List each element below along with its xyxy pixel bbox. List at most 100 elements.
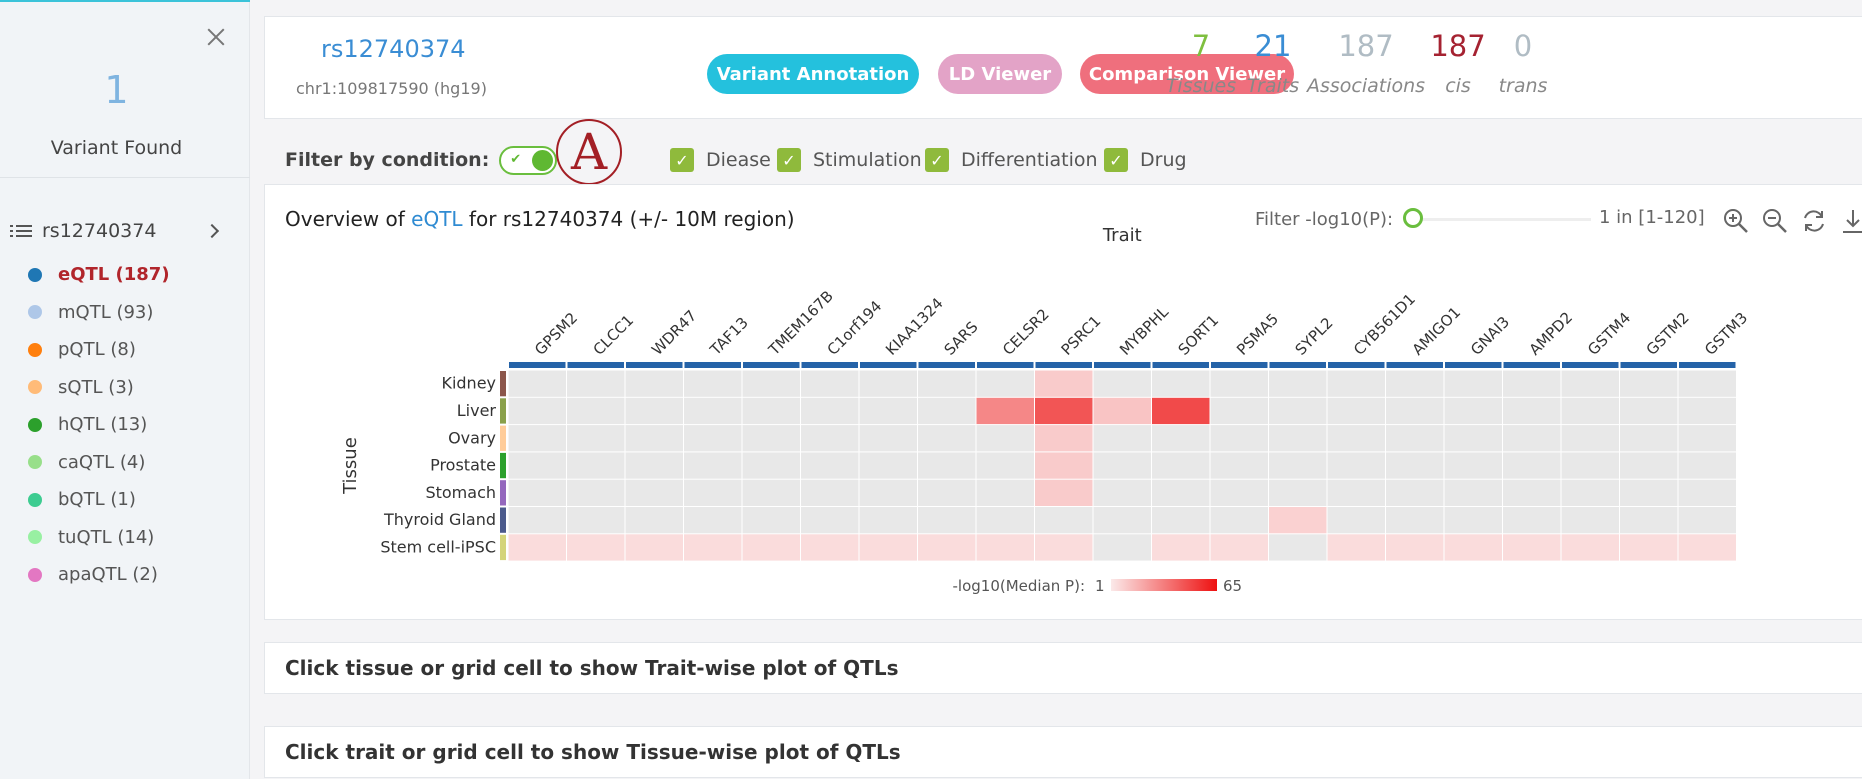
trait-header-bar[interactable] — [1445, 362, 1502, 368]
heatmap-cell[interactable] — [1152, 479, 1210, 506]
heatmap-cell[interactable] — [1269, 425, 1327, 452]
trait-label[interactable]: SARS — [941, 318, 982, 359]
heatmap-cell[interactable] — [859, 397, 918, 425]
heatmap-cell[interactable] — [625, 425, 684, 452]
condition-filter-toggle[interactable]: ✔ — [499, 145, 558, 175]
trait-header-bar[interactable] — [1503, 362, 1561, 368]
heatmap-cell[interactable] — [684, 425, 742, 452]
heatmap-cell[interactable] — [742, 397, 801, 425]
trait-label[interactable]: GSTM2 — [1643, 309, 1693, 359]
heatmap-cell[interactable] — [1269, 479, 1327, 506]
heatmap-cell[interactable] — [1327, 397, 1386, 425]
heatmap-cell[interactable] — [1035, 397, 1093, 425]
heatmap-cell[interactable] — [684, 507, 742, 534]
heatmap-cell[interactable] — [684, 370, 742, 397]
trait-wise-plot-panel[interactable]: Click tissue or grid cell to show Trait-… — [264, 642, 1862, 694]
heatmap-cell[interactable] — [801, 534, 859, 561]
sidebar-qtl-item[interactable]: sQTL (3) — [28, 363, 170, 413]
tissue-wise-plot-panel[interactable]: Click trait or grid cell to show Tissue-… — [264, 726, 1862, 778]
heatmap-cell[interactable] — [1035, 479, 1093, 506]
heatmap-cell[interactable] — [801, 452, 859, 479]
trait-label[interactable]: CELSR2 — [999, 305, 1053, 359]
heatmap-cell[interactable] — [1210, 370, 1269, 397]
heatmap-cell[interactable] — [1093, 534, 1152, 561]
heatmap-cell[interactable] — [625, 370, 684, 397]
heatmap-cell[interactable] — [801, 397, 859, 425]
heatmap-cell[interactable] — [684, 534, 742, 561]
heatmap-cell[interactable] — [976, 370, 1035, 397]
heatmap-cell[interactable] — [1269, 397, 1327, 425]
heatmap-cell[interactable] — [1093, 507, 1152, 534]
heatmap-cell[interactable] — [1269, 507, 1327, 534]
heatmap-cell[interactable] — [1093, 425, 1152, 452]
pvalue-slider-track[interactable] — [1411, 218, 1591, 221]
heatmap-cell[interactable] — [567, 507, 625, 534]
heatmap-cell[interactable] — [801, 479, 859, 506]
heatmap-cell[interactable] — [1503, 397, 1561, 425]
heatmap-cell[interactable] — [1561, 534, 1620, 561]
heatmap-cell[interactable] — [1386, 452, 1444, 479]
zoom-in-icon[interactable] — [1722, 207, 1750, 235]
trait-label[interactable]: GSTM4 — [1584, 309, 1634, 359]
heatmap-cell[interactable] — [567, 479, 625, 506]
heatmap-cell[interactable] — [1678, 479, 1737, 506]
tissue-label[interactable]: Kidney — [441, 374, 496, 393]
heatmap-cell[interactable] — [684, 479, 742, 506]
trait-header-bar[interactable] — [1328, 362, 1385, 368]
heatmap-cell[interactable] — [1035, 370, 1093, 397]
variant-annotation-button[interactable]: Variant Annotation — [707, 54, 919, 94]
heatmap-cell[interactable] — [508, 425, 567, 452]
heatmap-cell[interactable] — [625, 534, 684, 561]
heatmap-cell[interactable] — [684, 452, 742, 479]
trait-label[interactable]: GPSM2 — [531, 309, 581, 359]
heatmap-cell[interactable] — [918, 397, 976, 425]
heatmap-cell[interactable] — [567, 452, 625, 479]
heatmap-cell[interactable] — [1620, 425, 1678, 452]
heatmap-cell[interactable] — [1152, 452, 1210, 479]
heatmap-cell[interactable] — [1152, 425, 1210, 452]
heatmap-cell[interactable] — [859, 370, 918, 397]
sidebar-qtl-item[interactable]: eQTL (187) — [28, 250, 170, 300]
heatmap-cell[interactable] — [1503, 452, 1561, 479]
heatmap-cell[interactable] — [1678, 397, 1737, 425]
heatmap-cell[interactable] — [567, 425, 625, 452]
heatmap-cell[interactable] — [1152, 397, 1210, 425]
variant-rsid-link[interactable]: rs12740374 — [321, 35, 466, 63]
heatmap-cell[interactable] — [1327, 370, 1386, 397]
download-icon[interactable] — [1839, 207, 1862, 235]
trait-label[interactable]: PSRC1 — [1058, 312, 1105, 359]
heatmap-cell[interactable] — [1678, 425, 1737, 452]
tissue-label[interactable]: Ovary — [448, 428, 496, 447]
condition-checkbox-stimulation[interactable]: ✓ Stimulation — [777, 148, 922, 172]
trait-label[interactable]: PSMA5 — [1233, 310, 1282, 359]
heatmap-cell[interactable] — [1503, 534, 1561, 561]
trait-label[interactable]: WDR47 — [648, 307, 700, 359]
heatmap-cell[interactable] — [1503, 370, 1561, 397]
trait-label[interactable]: KIAA1324 — [882, 294, 947, 359]
trait-label[interactable]: MYBPHL — [1116, 302, 1172, 358]
trait-header-bar[interactable] — [1562, 362, 1619, 368]
heatmap-cell[interactable] — [1152, 507, 1210, 534]
trait-label[interactable]: C1orf194 — [824, 297, 886, 359]
checkbox-checked-icon[interactable]: ✓ — [925, 148, 949, 172]
trait-header-bar[interactable] — [918, 362, 976, 368]
trait-label[interactable]: GSTM3 — [1701, 309, 1751, 359]
heatmap-cell[interactable] — [1210, 479, 1269, 506]
heatmap-cell[interactable] — [1210, 425, 1269, 452]
trait-header-bar[interactable] — [1094, 362, 1151, 368]
trait-header-bar[interactable] — [860, 362, 917, 368]
heatmap-cell[interactable] — [1561, 370, 1620, 397]
heatmap-cell[interactable] — [567, 534, 625, 561]
heatmap-cell[interactable] — [1035, 534, 1093, 561]
heatmap-cell[interactable] — [1386, 507, 1444, 534]
heatmap-cell[interactable] — [1503, 425, 1561, 452]
heatmap-cell[interactable] — [508, 397, 567, 425]
heatmap-cell[interactable] — [1210, 534, 1269, 561]
trait-label[interactable]: SYPL2 — [1292, 314, 1337, 359]
zoom-out-icon[interactable] — [1761, 207, 1789, 235]
heatmap-cell[interactable] — [1386, 397, 1444, 425]
heatmap-cell[interactable] — [742, 479, 801, 506]
heatmap-cell[interactable] — [1093, 452, 1152, 479]
heatmap-cell[interactable] — [859, 534, 918, 561]
sidebar-qtl-item[interactable]: apaQTL (2) — [28, 550, 170, 600]
